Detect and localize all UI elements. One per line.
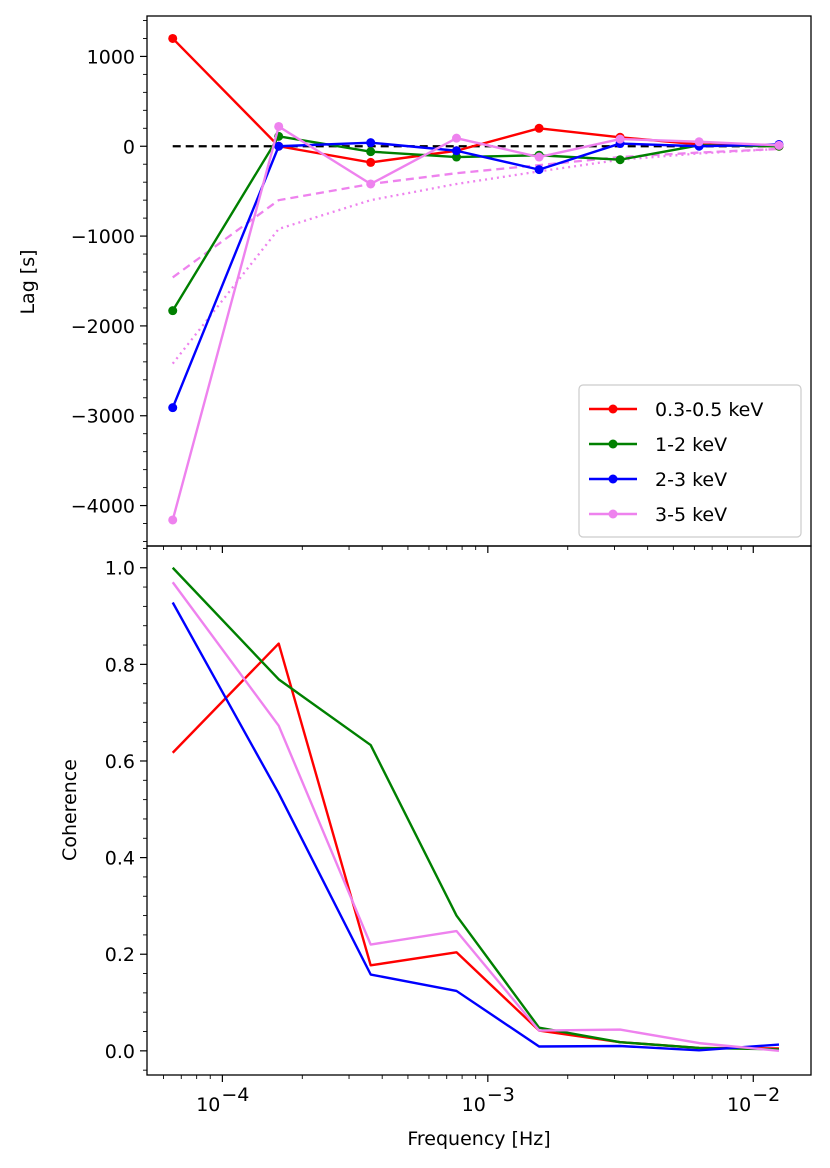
coherence-series-line-1-2-keV (171, 566, 780, 1051)
x-tick-exponent: −4 (221, 1084, 249, 1106)
lag-y-tick-label: −1000 (71, 226, 135, 248)
x-tick-exponent: −2 (752, 1084, 780, 1106)
lag-y-tick-label: −3000 (71, 406, 135, 428)
frequency-axis-label: Frequency [Hz] (407, 1128, 550, 1150)
lag-axis-label: Lag [s] (17, 249, 39, 314)
coherence-y-tick-label: 1.0 (105, 558, 135, 580)
lag-point-1-2-keV (451, 152, 461, 162)
lag-point-2-3-keV (534, 165, 544, 175)
lag-series-line-1-2-keV (171, 135, 780, 312)
coherence-y-tick-label: 0.4 (105, 848, 135, 870)
coherence-series-line-2-3-keV (171, 601, 780, 1052)
lag-point-0-3-0-5-keV (534, 123, 544, 133)
x-tick-label: 10 (462, 1094, 486, 1116)
lag-point-3-5-keV (366, 179, 376, 189)
lag-point-0-3-0-5-keV (366, 157, 376, 167)
lag-point-2-3-keV (366, 138, 376, 148)
coherence-panel: 0.00.20.40.60.81.010 −4 10 −3 10 −2 (105, 545, 812, 1116)
lag-point-3-5-keV (274, 121, 284, 131)
lag-point-0-3-0-5-keV (168, 33, 178, 43)
lag-ref-line-model-dotted (171, 147, 780, 365)
legend-marker-1-2-keV (608, 439, 618, 449)
lag-y-tick-label: 1000 (87, 46, 135, 68)
x-tick-exponent: −3 (487, 1084, 515, 1106)
lag-point-2-3-keV (274, 141, 284, 151)
lag-point-1-2-keV (366, 147, 376, 157)
legend-marker-2-3-keV (608, 474, 618, 484)
x-tick-label: 10 (727, 1094, 751, 1116)
coherence-y-tick-label: 0.2 (105, 944, 135, 966)
lag-point-1-2-keV (168, 306, 178, 316)
legend-label-3-5-keV: 3-5 keV (655, 504, 727, 526)
lag-point-3-5-keV (168, 515, 178, 525)
lag-point-2-3-keV (451, 146, 461, 156)
lag-point-3-5-keV (534, 152, 544, 162)
legend-label-0-3-0-5-keV: 0.3-0.5 keV (655, 399, 763, 421)
coherence-y-tick-label: 0.6 (105, 751, 135, 773)
lag-point-3-5-keV (615, 134, 625, 144)
lag-point-3-5-keV (694, 137, 704, 147)
lag-y-tick-label: −2000 (71, 316, 135, 338)
lag-series-line-3-5-keV (171, 125, 780, 521)
lag-series-line-0-3-0-5-keV (171, 37, 780, 164)
legend-marker-0-3-0-5-keV (608, 404, 618, 414)
legend-label-2-3-keV: 2-3 keV (655, 469, 727, 491)
lag-point-1-2-keV (615, 155, 625, 165)
lag-y-tick-label: −4000 (71, 496, 135, 518)
lag-point-3-5-keV (451, 133, 461, 143)
lag-point-3-5-keV (774, 140, 784, 150)
lag-series-line-2-3-keV (171, 141, 780, 409)
legend-box (578, 384, 802, 538)
coherence-series-line-3-5-keV (171, 581, 780, 1053)
coherence-frame (146, 545, 812, 1076)
lag-panel: 1000 0 −1000 −2000 −3000 −4000 0.3-0.5 keV 1-2 … (71, 15, 812, 553)
lag-point-2-3-keV (168, 403, 178, 413)
lag-y-tick-label: 0 (123, 136, 135, 158)
legend-marker-3-5-keV (608, 509, 618, 519)
coherence-y-tick-label: 0.0 (105, 1041, 135, 1063)
x-tick-label: 10 (196, 1094, 220, 1116)
coherence-y-tick-label: 0.8 (105, 654, 135, 676)
legend-label-1-2-keV: 1-2 keV (655, 434, 727, 456)
lag-ref-line-model-dashed (172, 147, 780, 279)
coherence-axis-label: Coherence (59, 759, 81, 861)
